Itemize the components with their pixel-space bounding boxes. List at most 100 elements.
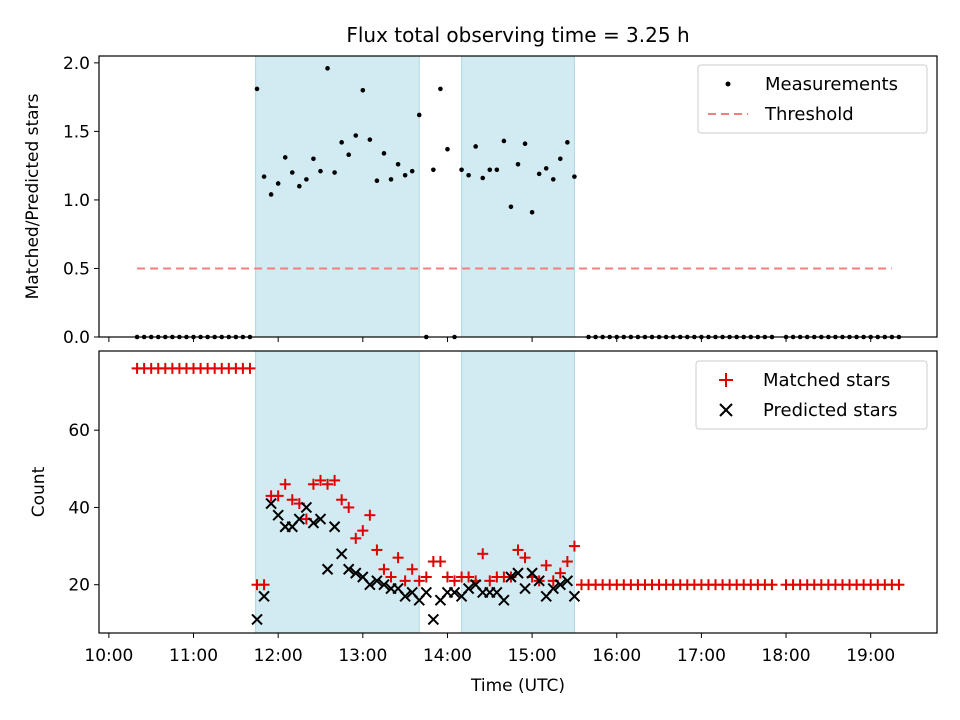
matched-star-point <box>279 478 291 490</box>
x-tick-label: 17:00 <box>677 646 726 666</box>
matched-star-point <box>413 575 425 587</box>
predicted-star-point <box>293 513 306 525</box>
measurement-point <box>367 137 373 142</box>
predicted-star-point <box>300 501 313 514</box>
measurement-point <box>515 161 521 167</box>
measurement-point <box>289 170 295 175</box>
x-tick-label: 14:00 <box>423 646 472 666</box>
bottom-legend: Matched stars Predicted stars <box>695 360 928 430</box>
measurement-point <box>529 209 535 215</box>
matched-star-point <box>286 494 298 506</box>
measurement-point <box>325 66 330 71</box>
matched-star-point <box>568 540 580 552</box>
measurement-point <box>388 177 394 182</box>
x-tick-label: 15:00 <box>508 646 557 666</box>
predicted-star-point <box>350 567 362 579</box>
matched-star-point <box>329 474 341 486</box>
predicted-star-point <box>364 579 376 591</box>
bottom-y-tick-label: 60 <box>68 421 90 441</box>
predicted-star-point <box>342 563 355 575</box>
bottom-shaded-intervals <box>255 350 575 634</box>
predicted-star-point <box>533 575 545 587</box>
measurement-point <box>466 172 471 178</box>
predicted-star-point <box>328 521 341 533</box>
top-y-ticks: 0.0 0.5 1.0 1.5 2.0 <box>63 54 99 348</box>
top-y-tick-label: 2.0 <box>63 54 90 74</box>
measurement-point <box>409 168 415 174</box>
measurement-point <box>522 141 528 147</box>
predicted-star-point <box>314 513 327 525</box>
shaded-interval-1 <box>255 55 420 338</box>
legend-predicted-marker <box>719 403 733 417</box>
matched-star-point <box>364 509 376 521</box>
bottom-y-tick-label: 40 <box>68 498 90 518</box>
bottom-y-axis-label: Count <box>29 466 49 517</box>
top-panel: 0.00.51.01.52.0 Matched/Predicted stars … <box>23 54 938 348</box>
x-tick-label: 10:00 <box>84 646 133 666</box>
top-y-tick-label: 0.5 <box>63 259 90 279</box>
measurement-point <box>558 156 563 162</box>
measurement-point <box>339 140 344 145</box>
bottom-axes-frame <box>98 350 938 634</box>
measurement-point <box>459 167 464 173</box>
measurement-point <box>416 112 422 118</box>
matched-star-point <box>272 490 284 502</box>
measurement-point <box>501 138 507 144</box>
predicted-star-point <box>272 509 284 521</box>
predicted-star-point <box>462 582 475 595</box>
matched-star-point <box>519 552 531 564</box>
x-tick-label: 11:00 <box>169 646 218 666</box>
x-tick-label: 18:00 <box>762 646 811 666</box>
matched-star-point <box>322 478 334 490</box>
measurement-point <box>282 155 288 160</box>
shaded-interval-1 <box>255 350 420 634</box>
matched-star-point <box>350 532 362 544</box>
predicted-star-point <box>448 586 461 599</box>
measurement-point <box>254 86 260 92</box>
top-legend-frame <box>697 64 928 134</box>
measurement-point <box>275 181 281 186</box>
legend-matched-label: Matched stars <box>763 370 890 391</box>
measurement-point <box>311 156 316 162</box>
predicted-star-point <box>505 571 517 583</box>
bottom-legend-frame <box>695 360 928 430</box>
top-y-tick-label: 0.0 <box>63 328 90 348</box>
legend-measurements-label: Measurements <box>765 74 898 95</box>
measurement-point <box>480 175 486 181</box>
legend-predicted-label: Predicted stars <box>763 400 897 421</box>
matched-star-point <box>561 556 573 568</box>
measurement-point <box>318 168 323 174</box>
matched-star-point <box>399 575 411 587</box>
bottom-y-tick-label: 20 <box>68 576 90 596</box>
shaded-interval-2 <box>461 350 575 634</box>
matched-star-point <box>307 478 319 490</box>
x-tick-label: 13:00 <box>338 646 387 666</box>
predicted-star-point <box>554 579 567 591</box>
top-axes-frame <box>98 55 938 338</box>
predicted-stars-points <box>251 497 581 626</box>
measurement-point <box>572 174 577 179</box>
legend-threshold-label: Threshold <box>764 104 854 125</box>
x-tick-label: 16:00 <box>592 646 641 666</box>
matched-star-point <box>371 544 383 556</box>
measurement-point <box>332 170 337 175</box>
matched-star-point <box>420 571 432 583</box>
predicted-star-point <box>258 590 270 603</box>
predicted-star-point <box>321 563 334 575</box>
measurement-point <box>494 167 500 173</box>
top-shaded-intervals <box>255 55 575 338</box>
matched-star-point <box>463 571 475 583</box>
matched-star-point <box>484 575 496 587</box>
measurement-point <box>261 174 267 179</box>
measurement-point <box>374 178 380 184</box>
measurement-point <box>550 177 556 182</box>
measurement-point <box>508 204 514 210</box>
measurement-point <box>297 183 302 189</box>
predicted-star-point <box>498 594 510 606</box>
matched-star-point <box>357 525 369 537</box>
predicted-star-point <box>519 582 531 595</box>
bottom-panel: 20 40 60 10:00 11:00 12:00 13:00 14:00 15:00 16:… <box>29 350 938 696</box>
x-tick-label: 12:00 <box>254 646 303 666</box>
matched-star-point <box>512 544 524 556</box>
